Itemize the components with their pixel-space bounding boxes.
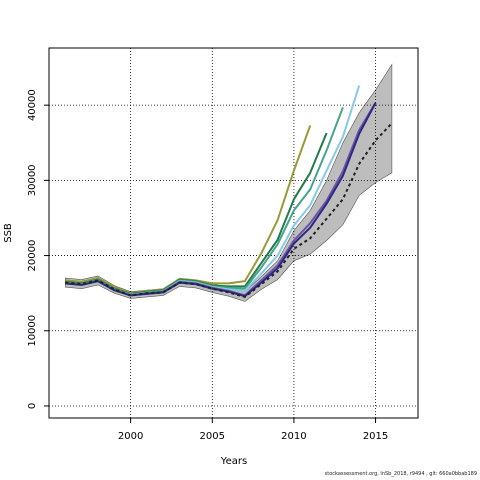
series-line-6 xyxy=(65,102,377,298)
x-tick-label: 2015 xyxy=(363,431,388,442)
x-axis-label: Years xyxy=(220,456,247,467)
y-tick-label: 40000 xyxy=(27,89,38,121)
y-tick-label: 0 xyxy=(27,403,38,409)
series-line-3 xyxy=(65,107,344,296)
grid-layer xyxy=(49,48,418,418)
y-tick-label: 10000 xyxy=(27,315,38,347)
footnote: stockassessment.org, lnSb_2018, r9494 , … xyxy=(324,471,477,477)
series-line-2 xyxy=(65,132,328,295)
plot-frame xyxy=(48,47,419,419)
series-line-7 xyxy=(65,122,393,298)
confidence-band-layer xyxy=(65,63,393,302)
x-tick-label: 2010 xyxy=(281,431,306,442)
confidence-band xyxy=(65,63,393,302)
x-tick-label: 2005 xyxy=(200,431,225,442)
axes-layer: 2000 2005 2010 2015 0 10000 20000 30000 40000 xyxy=(27,47,419,442)
x-tick-label: 2000 xyxy=(118,431,143,442)
series-layer xyxy=(65,85,393,298)
y-axis-label: SSB xyxy=(3,223,14,243)
series-line-4 xyxy=(65,85,361,296)
y-tick-label: 30000 xyxy=(27,164,38,196)
y-tick-label: 20000 xyxy=(27,240,38,272)
